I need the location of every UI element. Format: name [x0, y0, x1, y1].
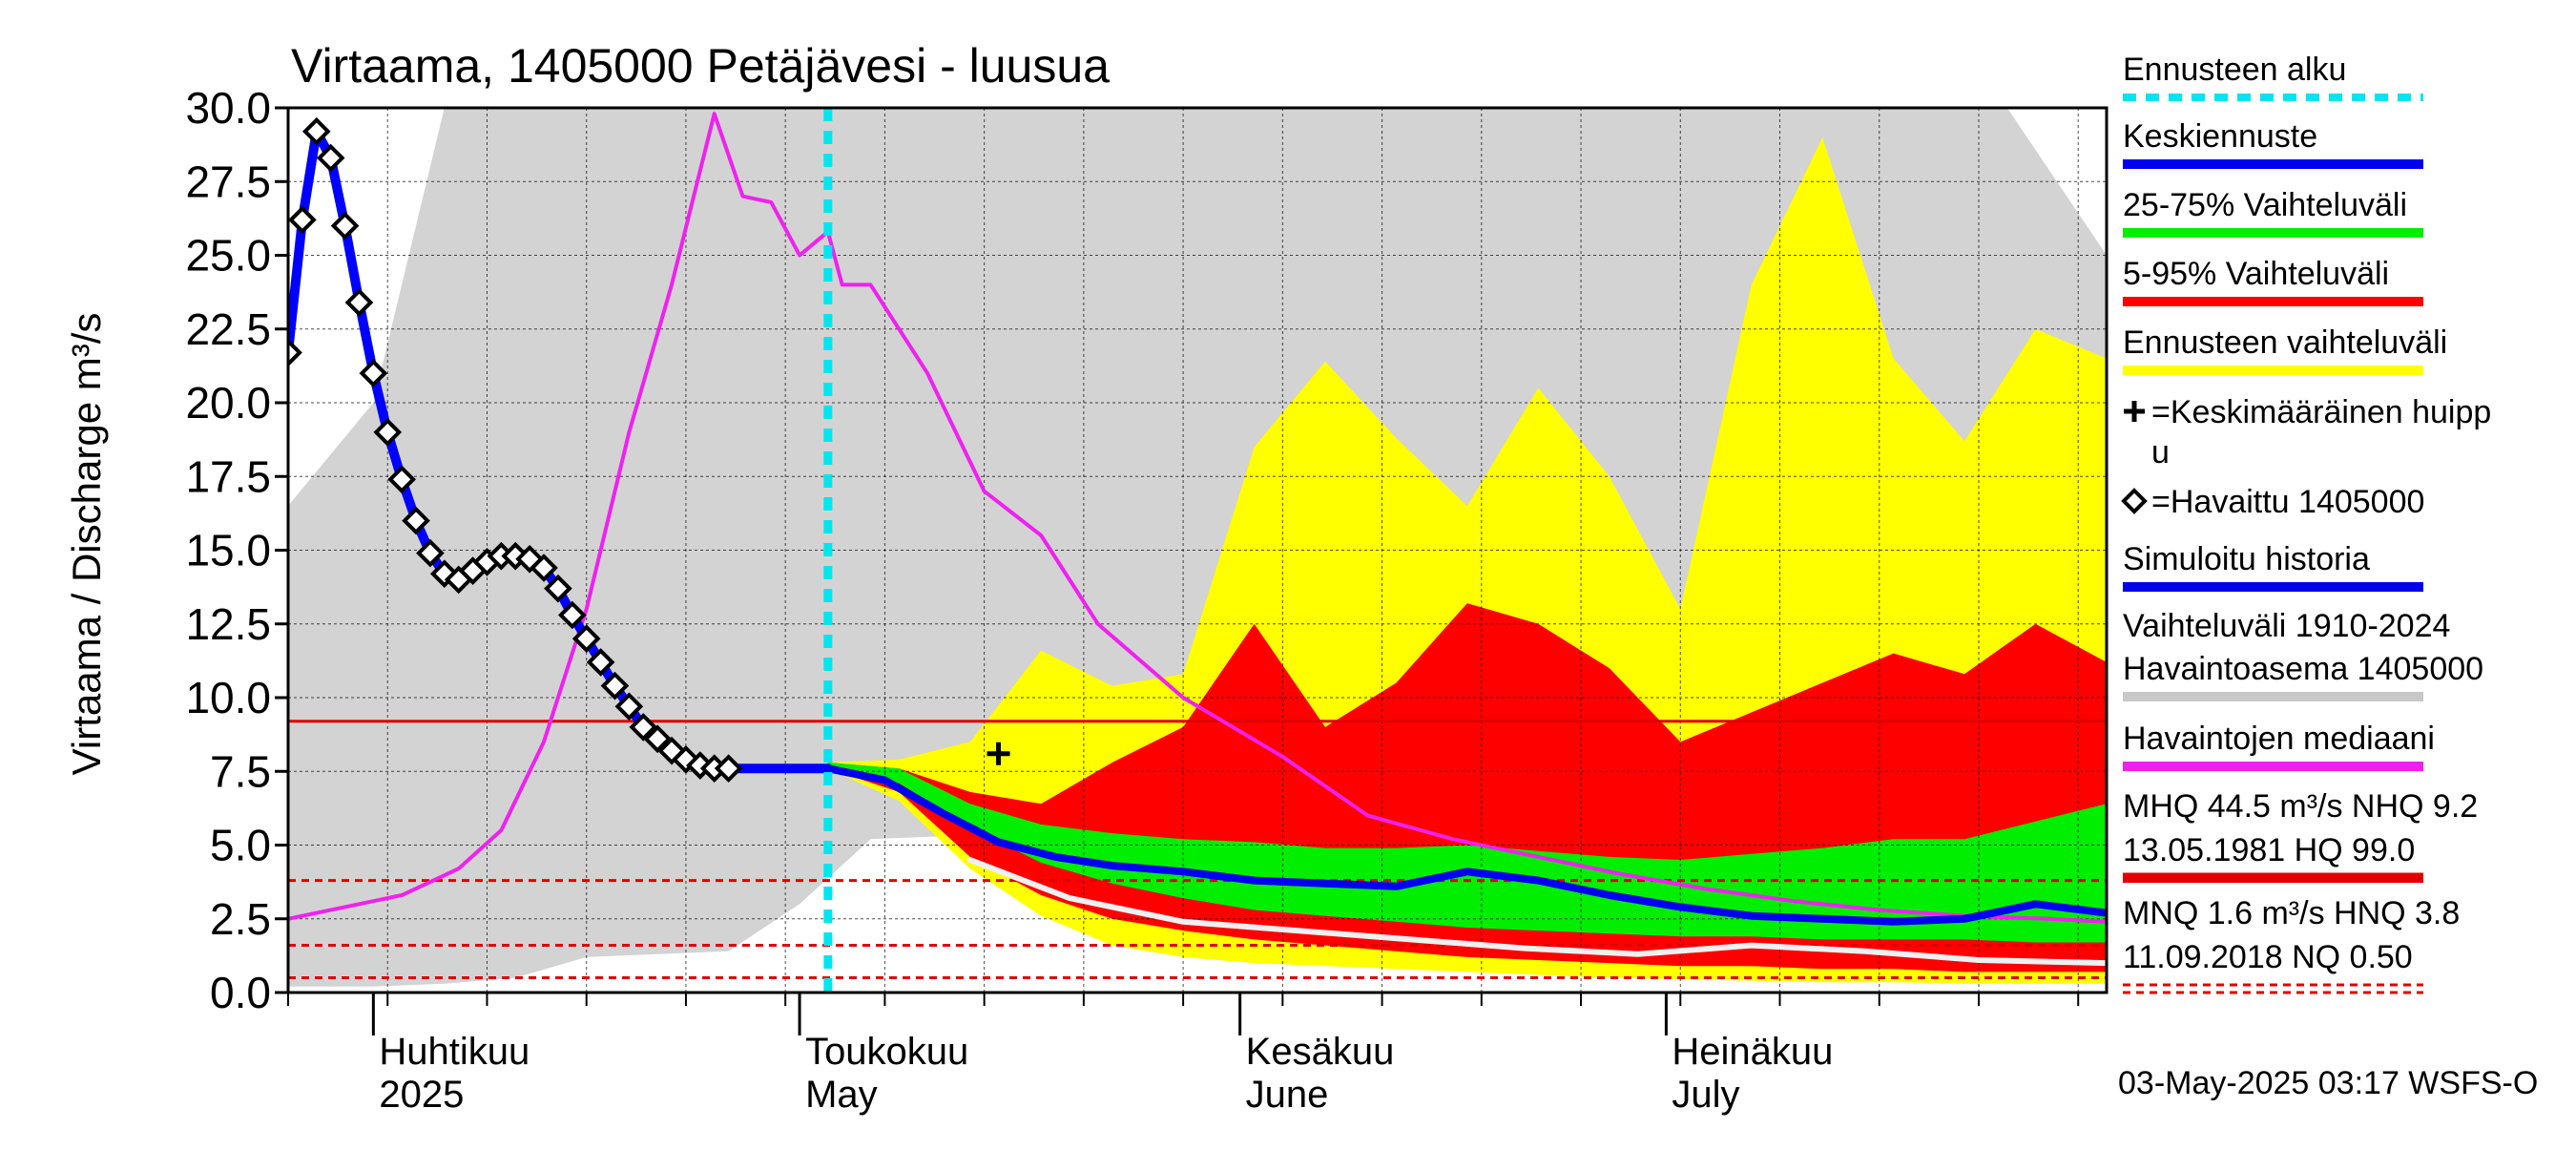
y-tick-label: 2.5 — [210, 894, 271, 944]
month-sublabel: May — [805, 1074, 878, 1116]
observed-point — [387, 465, 416, 494]
legend-label: =Havaittu 1405000 — [2151, 484, 2424, 520]
y-tick-label: 7.5 — [210, 746, 271, 796]
legend-diamond-marker — [2121, 488, 2148, 514]
observed-point — [714, 754, 743, 783]
observed-point — [344, 288, 374, 317]
legend-label-continued: u — [2151, 434, 2170, 470]
y-tick-label: 5.0 — [210, 821, 271, 870]
observed-point — [301, 116, 331, 146]
observed-point — [373, 418, 403, 447]
legend-label: Simuloitu historia — [2123, 541, 2370, 577]
average-peak-marker — [987, 742, 1010, 765]
y-tick-label: 10.0 — [185, 673, 271, 722]
y-axis-label: Virtaama / Discharge m³/s — [64, 313, 109, 776]
observed-point — [416, 538, 445, 568]
band-25-75-vaihteluv-li — [827, 763, 2107, 943]
legend-label-continued: 13.05.1981 HQ 99.0 — [2123, 832, 2415, 868]
month-label: Kesäkuu — [1246, 1031, 1395, 1073]
median-line — [288, 112, 2107, 924]
y-tick-label: 25.0 — [185, 231, 271, 281]
observed-point — [643, 724, 672, 754]
observed-point — [359, 359, 388, 387]
observed-point — [288, 205, 317, 235]
y-tick-label: 15.0 — [185, 526, 271, 575]
legend-label: Havaintojen mediaani — [2123, 721, 2435, 757]
legend-label: Vaihteluväli 1910-2024 — [2123, 608, 2450, 644]
observed-point — [316, 143, 345, 173]
observed-point — [530, 554, 558, 582]
month-label: Huhtikuu — [379, 1031, 530, 1073]
legend-plus-marker — [2124, 401, 2145, 422]
month-sublabel: 2025 — [379, 1074, 464, 1116]
legend-label: Keskiennuste — [2123, 118, 2317, 155]
month-label: Heinäkuu — [1672, 1031, 1833, 1073]
y-tick-label: 27.5 — [185, 157, 271, 206]
plot-area — [288, 108, 2107, 993]
y-tick-label: 30.0 — [185, 83, 271, 133]
month-label: Toukokuu — [805, 1031, 968, 1073]
y-tick-label: 20.0 — [185, 378, 271, 428]
legend-label: Ennusteen alku — [2123, 52, 2346, 88]
y-tick-label: 17.5 — [185, 451, 271, 501]
legend-label-continued: 11.09.2018 NQ 0.50 — [2123, 939, 2413, 975]
y-tick-label: 12.5 — [185, 599, 271, 649]
legend-label: Ennusteen vaihteluväli — [2123, 324, 2447, 361]
legend-label: 5-95% Vaihteluväli — [2123, 256, 2389, 292]
observed-point — [288, 338, 302, 367]
chart-title: Virtaama, 1405000 Petäjävesi - luusua — [291, 39, 1110, 93]
legend-label-continued: Havaintoasema 1405000 — [2123, 651, 2483, 687]
observed-point — [402, 506, 430, 535]
timestamp-footer: 03-May-2025 03:17 WSFS-O — [2118, 1065, 2538, 1101]
y-tick-label: 0.0 — [210, 968, 271, 1017]
legend: Ennusteen alku Keskiennuste 25-75% Vaihtel… — [2121, 52, 2491, 994]
low-flow-line — [966, 857, 2107, 967]
observed-point — [586, 648, 615, 677]
observed-point — [614, 692, 644, 721]
observed-point — [571, 624, 601, 654]
observed-point — [629, 713, 658, 742]
observed-point — [544, 574, 572, 603]
month-sublabel: June — [1246, 1074, 1329, 1116]
y-tick-label: 22.5 — [185, 304, 271, 354]
observed-point — [557, 600, 587, 630]
axes: 0.0 2.5 5.0 7.5 10.0 12.5 15.0 17.5 20.0 22.5 25.0… — [185, 83, 2109, 1116]
legend-label: MHQ 44.5 m³/s NHQ 9.2 — [2123, 788, 2478, 825]
observed-point — [330, 211, 360, 240]
mean-forecast-line — [823, 764, 2107, 926]
month-sublabel: July — [1672, 1074, 1739, 1116]
observed-point — [600, 671, 630, 700]
legend-label: MNQ 1.6 m³/s HNQ 3.8 — [2123, 895, 2460, 931]
legend-label: =Keskimääräinen huipp — [2151, 394, 2491, 430]
legend-label: 25-75% Vaihteluväli — [2123, 187, 2407, 223]
